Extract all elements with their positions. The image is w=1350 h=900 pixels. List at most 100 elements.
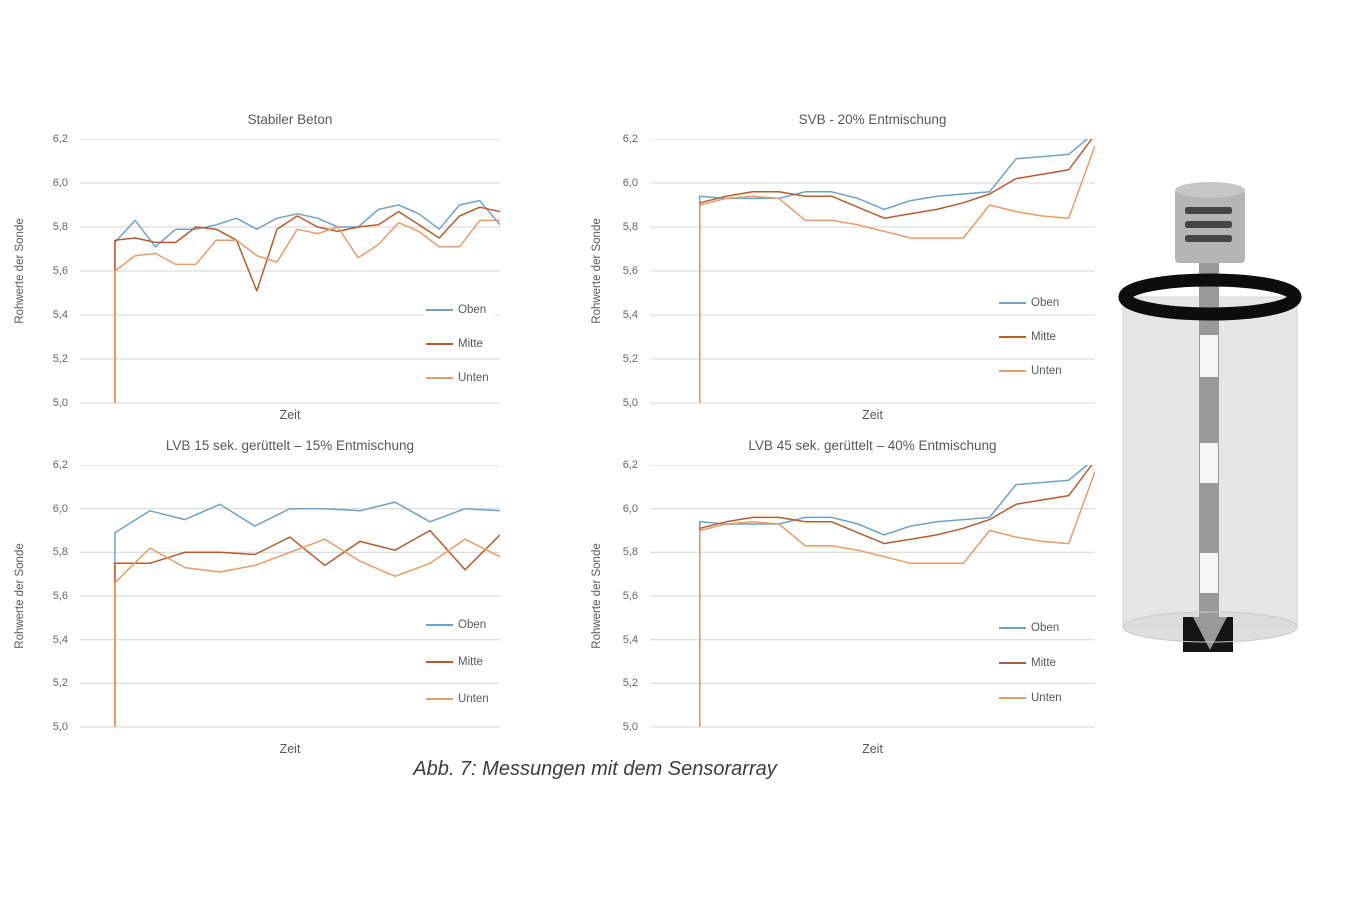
- legend-line-swatch: [426, 698, 453, 700]
- sensor-probe-illustration: [1118, 182, 1302, 652]
- y-tick-label: 6,2: [622, 133, 638, 145]
- y-tick-label: 5,2: [52, 353, 68, 365]
- x-axis-label: Zeit: [279, 742, 301, 756]
- series-line-unten: [699, 145, 1095, 403]
- legend-label: Oben: [1031, 297, 1060, 309]
- legend-label: Unten: [458, 693, 489, 705]
- series-line-oben: [699, 139, 1089, 403]
- sensor-window-top: [1200, 335, 1218, 377]
- y-tick-label: 5,4: [622, 309, 638, 321]
- legend-label: Oben: [1031, 622, 1060, 634]
- legend-line-swatch: [426, 309, 453, 311]
- sensor-head-vent: [1185, 235, 1232, 242]
- y-tick-label: 5,6: [52, 590, 68, 602]
- legend-item-unten: Unten: [424, 370, 495, 386]
- chart-legend: Oben Mitte Unten: [997, 295, 1068, 397]
- legend-item-unten: Unten: [997, 690, 1068, 706]
- legend-item-mitte: Mitte: [424, 336, 495, 352]
- y-tick-label: 5,8: [52, 221, 68, 233]
- legend-label: Mitte: [1031, 331, 1056, 343]
- y-tick-label: 5,4: [52, 309, 68, 321]
- legend-label: Unten: [1031, 692, 1062, 704]
- figure-caption: Abb. 7: Messungen mit dem Sensorarray: [413, 758, 777, 780]
- chart-title: SVB - 20% Entmischung: [798, 112, 947, 127]
- series-line-unten: [699, 471, 1095, 727]
- legend-line-swatch: [426, 624, 453, 626]
- plot-area: [80, 465, 500, 728]
- legend-line-swatch: [999, 370, 1026, 372]
- y-tick-label: 5,0: [622, 397, 638, 409]
- y-tick-label: 5,2: [622, 353, 638, 365]
- container-rim: [1118, 273, 1302, 321]
- legend-label: Unten: [1031, 365, 1062, 377]
- plot-area: [650, 139, 1095, 404]
- y-tick-label: 6,2: [622, 459, 638, 471]
- y-axis-label: Rohwerte der Sonde: [14, 543, 26, 649]
- series-line-unten: [114, 538, 500, 727]
- series-line-oben: [114, 199, 500, 403]
- legend-line-swatch: [999, 336, 1026, 338]
- y-tick-label: 6,0: [622, 177, 638, 189]
- chart-title: Stabiler Beton: [247, 112, 333, 127]
- x-axis-label: Zeit: [862, 742, 883, 756]
- chart-legend: Oben Mitte Unten: [424, 617, 495, 728]
- series-line-unten: [114, 219, 500, 403]
- legend-line-swatch: [999, 697, 1026, 699]
- legend-line-swatch: [999, 627, 1026, 629]
- series-line-oben: [699, 465, 1089, 727]
- probe-arrowhead: [1193, 617, 1227, 650]
- y-tick-label: 6,0: [52, 177, 68, 189]
- legend-item-oben: Oben: [997, 295, 1068, 311]
- y-tick-label: 5,4: [52, 633, 68, 646]
- y-axis-label: Rohwerte der Sonde: [14, 218, 26, 324]
- legend-item-oben: Oben: [997, 620, 1068, 636]
- series-line-mitte: [114, 206, 500, 403]
- y-tick-label: 6,0: [52, 502, 68, 515]
- sensor-head-vent: [1185, 207, 1232, 214]
- y-tick-label: 5,0: [52, 721, 68, 733]
- series-line-mitte: [699, 465, 1093, 727]
- x-axis-label: Zeit: [862, 408, 883, 422]
- chart-legend: Oben Mitte Unten: [424, 302, 495, 404]
- legend-line-swatch: [426, 377, 453, 379]
- legend-label: Mitte: [1031, 657, 1056, 669]
- series-line-oben: [114, 501, 500, 727]
- legend-item-oben: Oben: [424, 302, 495, 318]
- container-bottom-edge: [1122, 611, 1298, 643]
- plot-area: [650, 465, 1095, 728]
- legend-item-unten: Unten: [424, 691, 495, 707]
- legend-line-swatch: [426, 661, 453, 663]
- y-tick-label: 5,8: [622, 221, 638, 233]
- y-tick-label: 5,8: [52, 546, 68, 559]
- y-tick-label: 6,2: [52, 133, 68, 145]
- legend-label: Mitte: [458, 338, 483, 350]
- chart-legend: Oben Mitte Unten: [997, 620, 1068, 725]
- legend-label: Unten: [458, 372, 489, 384]
- y-tick-label: 5,6: [52, 265, 68, 277]
- legend-item-mitte: Mitte: [424, 654, 495, 670]
- y-tick-label: 6,2: [52, 459, 68, 471]
- y-tick-label: 5,2: [622, 677, 638, 690]
- chart-title: LVB 15 sek. gerüttelt – 15% Entmischung: [165, 438, 415, 453]
- legend-item-unten: Unten: [997, 363, 1068, 379]
- y-tick-label: 5,0: [52, 397, 68, 409]
- series-line-mitte: [699, 139, 1093, 403]
- sensor-head-vent: [1185, 221, 1232, 228]
- y-tick-label: 5,6: [622, 265, 638, 277]
- y-tick-label: 6,0: [622, 502, 638, 515]
- y-tick-label: 5,0: [622, 721, 638, 733]
- legend-label: Mitte: [458, 656, 483, 668]
- series-line-mitte: [114, 529, 500, 727]
- legend-line-swatch: [999, 302, 1026, 304]
- legend-item-oben: Oben: [424, 617, 495, 633]
- y-tick-label: 5,4: [622, 633, 638, 646]
- legend-label: Oben: [458, 304, 487, 316]
- y-tick-label: 5,6: [622, 590, 638, 602]
- chart-title: LVB 45 sek. gerüttelt – 40% Entmischung: [748, 438, 997, 453]
- y-tick-label: 5,2: [52, 677, 68, 690]
- x-axis-label: Zeit: [279, 408, 301, 422]
- y-tick-label: 5,8: [622, 546, 638, 559]
- sensor-window-bottom: [1200, 553, 1218, 593]
- legend-line-swatch: [426, 343, 453, 345]
